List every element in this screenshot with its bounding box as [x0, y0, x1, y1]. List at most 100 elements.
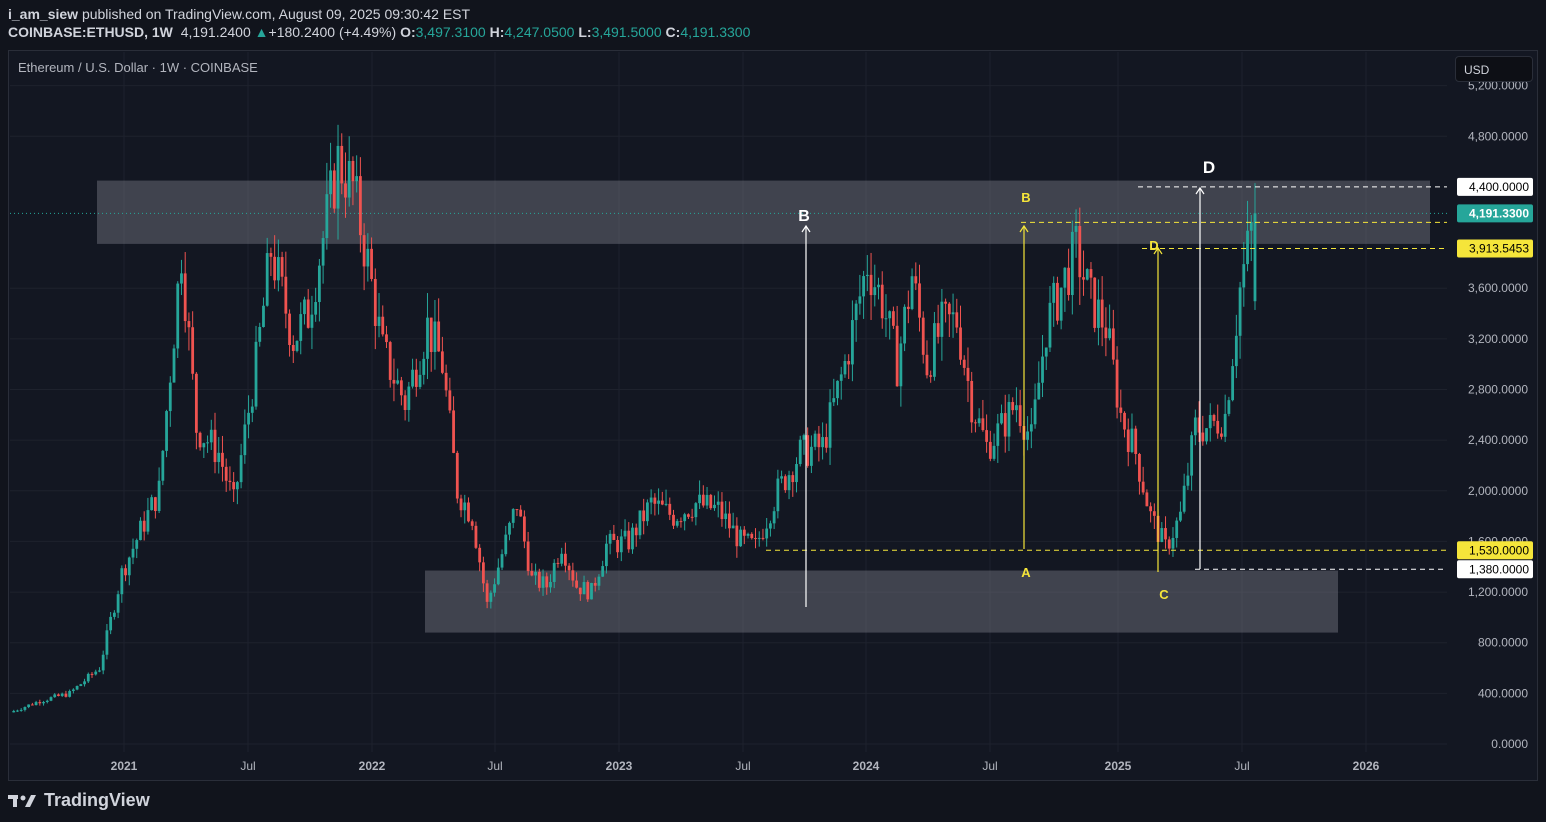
candle-body: [239, 455, 243, 483]
candle-body: [914, 276, 918, 284]
candle-body: [534, 571, 537, 576]
candle-body: [925, 354, 929, 376]
candle-body: [1097, 299, 1100, 328]
close-value: 4,191.3300: [680, 24, 751, 40]
candle-body: [772, 511, 776, 524]
candle-body: [101, 654, 105, 671]
candle-body: [563, 553, 567, 566]
candle-body: [474, 525, 478, 548]
arrow-yellow-b-head: [1019, 224, 1029, 233]
candle-body: [1015, 405, 1018, 411]
tradingview-logo-icon: [8, 794, 36, 807]
candle-body: [191, 327, 195, 374]
candle-body: [839, 374, 843, 381]
candle-body: [735, 525, 739, 547]
candle-body: [921, 317, 925, 355]
candle-body: [988, 441, 992, 459]
candle-body: [273, 256, 277, 281]
candle-body: [504, 534, 508, 555]
candle-body: [325, 194, 329, 239]
candle-body: [135, 540, 139, 549]
last-price: 4,191.2400: [180, 24, 251, 40]
candle-body: [1070, 231, 1074, 296]
y-tick-label: 2,400.0000: [1468, 433, 1528, 447]
publisher-name[interactable]: i_am_siew: [8, 6, 79, 22]
x-tick-label: 2026: [1353, 759, 1380, 773]
candle-body: [1011, 402, 1015, 411]
candle-body: [224, 466, 228, 481]
candle-body: [1052, 282, 1056, 303]
candle-body: [358, 176, 362, 236]
candle-body: [303, 299, 306, 315]
candle-body: [724, 513, 728, 520]
candle-body: [418, 374, 422, 387]
candle-body: [30, 704, 34, 706]
candle-body: [1190, 435, 1194, 476]
candle-body: [168, 382, 172, 412]
candle-body: [489, 592, 493, 602]
brand-name[interactable]: TradingView: [44, 790, 150, 810]
candle-body: [1134, 428, 1138, 455]
candle-body: [899, 343, 903, 387]
candle-body: [276, 257, 280, 281]
candle-body: [660, 500, 664, 505]
candle-body: [470, 521, 474, 526]
open-value: 3,497.3100: [415, 24, 486, 40]
y-tick-label: 400.0000: [1478, 686, 1528, 700]
candle-body: [728, 513, 731, 529]
candle-body: [202, 443, 206, 448]
candle-body: [1041, 356, 1044, 383]
candle-body: [157, 480, 161, 512]
candle-body: [791, 475, 795, 483]
candle-body: [947, 303, 951, 315]
candle-body: [1138, 454, 1141, 482]
symbol-line: COINBASE:ETHUSD, 1W 4,191.2400 ▲+180.240…: [8, 23, 1538, 41]
x-tick-label: 2021: [111, 759, 138, 773]
candle-body: [731, 525, 735, 529]
candle-body: [27, 704, 31, 708]
candle-body: [1249, 222, 1253, 231]
candle-body: [1000, 413, 1003, 424]
candle-body: [571, 570, 575, 581]
candle-body: [586, 582, 590, 600]
symbol-label: COINBASE:ETHUSD, 1W: [8, 24, 173, 40]
candle-body: [217, 452, 221, 463]
y-tick-label: 4,800.0000: [1468, 129, 1528, 143]
candle-body: [757, 537, 761, 539]
candle-body: [936, 323, 940, 337]
candle-body: [459, 498, 463, 511]
candle-body: [94, 671, 98, 675]
candle-body: [616, 539, 619, 553]
candle-body: [388, 342, 392, 380]
y-tick-label: 2,000.0000: [1468, 484, 1528, 498]
candle-body: [1186, 475, 1190, 486]
price-change: +180.2400 (+4.49%): [268, 24, 397, 40]
candle-body: [903, 306, 906, 344]
candle-body: [407, 386, 411, 410]
candle-body: [646, 502, 649, 522]
candle-body: [649, 497, 653, 503]
candle-body: [1074, 226, 1078, 232]
candle-body: [575, 580, 578, 588]
price-label: 4,400.0000: [1469, 180, 1529, 194]
candle-body: [310, 314, 314, 328]
candle-body: [906, 306, 910, 309]
currency-selector[interactable]: USD: [1455, 56, 1533, 82]
zone-box: [425, 570, 1338, 633]
candle-body: [440, 351, 444, 373]
candle-body: [381, 316, 385, 335]
candle-body: [1175, 520, 1179, 538]
candle-body: [590, 582, 593, 600]
y-tick-label: 1,200.0000: [1468, 585, 1528, 599]
candle-body: [933, 323, 936, 377]
candle-body: [1227, 400, 1231, 414]
annotation-label: D: [1149, 238, 1158, 253]
chart-frame[interactable]: [8, 50, 1538, 781]
price-label: 3,913.5453: [1469, 242, 1529, 256]
candle-body: [19, 709, 23, 711]
high-value: 4,247.0500: [504, 24, 575, 40]
candle-body: [865, 274, 869, 277]
candle-body: [929, 375, 933, 377]
candle-body: [496, 567, 500, 585]
